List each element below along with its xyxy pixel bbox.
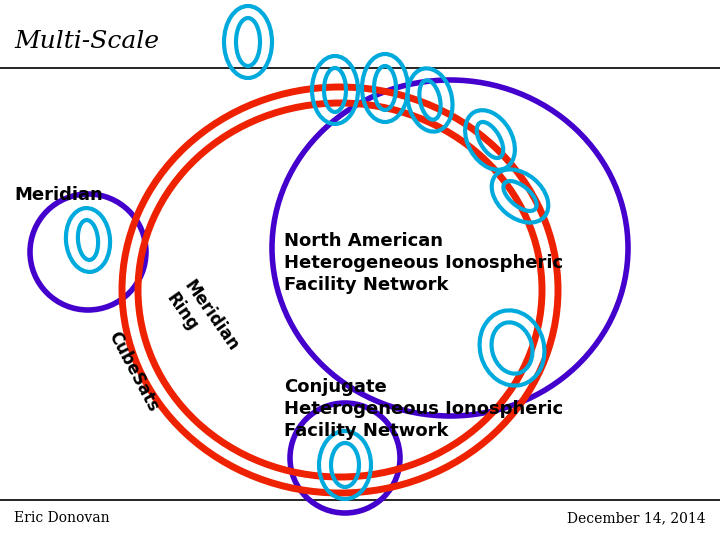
Text: Multi-Scale: Multi-Scale xyxy=(14,30,159,53)
Text: December 14, 2014: December 14, 2014 xyxy=(567,511,706,525)
Text: CubeSats: CubeSats xyxy=(105,329,162,415)
Text: Meridian
Ring: Meridian Ring xyxy=(162,277,242,367)
Text: Conjugate
Heterogeneous Ionospheric
Facility Network: Conjugate Heterogeneous Ionospheric Faci… xyxy=(284,378,563,441)
Text: Eric Donovan: Eric Donovan xyxy=(14,511,109,525)
Text: Meridian: Meridian xyxy=(14,186,103,204)
Text: North American
Heterogeneous Ionospheric
Facility Network: North American Heterogeneous Ionospheric… xyxy=(284,232,563,294)
